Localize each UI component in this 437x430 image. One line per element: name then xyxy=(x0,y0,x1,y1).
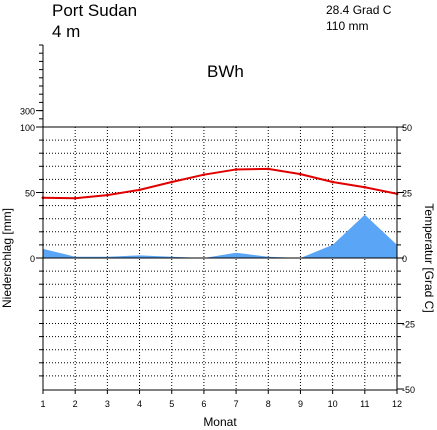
x-tick-label: 5 xyxy=(169,399,174,409)
right-tick-label: 0 xyxy=(402,254,407,264)
mean-temperature: 28.4 Grad C xyxy=(326,3,392,17)
temperature-point xyxy=(234,168,238,171)
precipitation-area xyxy=(43,214,397,258)
annual-precipitation: 110 mm xyxy=(326,19,368,33)
x-tick-label: 2 xyxy=(73,399,78,409)
temperature-point xyxy=(138,188,141,192)
right-tick-label: 50 xyxy=(402,123,412,133)
left-tick-label: 0 xyxy=(30,254,35,264)
extended-tick-label: 300 xyxy=(20,107,35,117)
station-elevation: 4 m xyxy=(52,22,80,41)
temperature-point xyxy=(363,185,367,189)
temperature-point xyxy=(331,180,335,184)
temperature-point xyxy=(299,172,302,176)
x-tick-label: 10 xyxy=(328,399,338,409)
x-tick-label: 1 xyxy=(40,399,45,409)
x-tick-label: 9 xyxy=(298,399,303,409)
left-tick-label: 100 xyxy=(20,123,35,133)
x-tick-label: 8 xyxy=(266,399,271,409)
right-tick-label: -50 xyxy=(402,385,415,395)
temperature-point xyxy=(202,173,206,177)
x-axis-label: Monat xyxy=(203,415,237,429)
right-tick-label: 25 xyxy=(402,189,412,199)
x-tick-label: 6 xyxy=(201,399,206,409)
x-tick-label: 12 xyxy=(392,399,402,409)
x-tick-label: 4 xyxy=(137,399,142,409)
temperature-line xyxy=(42,167,398,200)
temperature-point xyxy=(266,167,270,171)
right-tick-label: -25 xyxy=(402,320,415,330)
climate-class: BWh xyxy=(207,62,244,81)
station-name: Port Sudan xyxy=(52,1,137,20)
right-axis-label: Temperatur [Grad C] xyxy=(422,203,436,312)
x-tick-label: 7 xyxy=(234,399,239,409)
temperature-point xyxy=(170,180,174,184)
left-axis-label: Niederschlag [mm] xyxy=(0,208,14,308)
temperature-point xyxy=(73,196,77,200)
temperature-point xyxy=(105,193,109,197)
left-tick-label: 50 xyxy=(25,189,35,199)
extended-precipitation-ticks: 300 xyxy=(20,44,44,127)
x-tick-label: 11 xyxy=(360,399,369,409)
x-tick-label: 3 xyxy=(105,399,110,409)
plot-marks xyxy=(41,167,399,259)
